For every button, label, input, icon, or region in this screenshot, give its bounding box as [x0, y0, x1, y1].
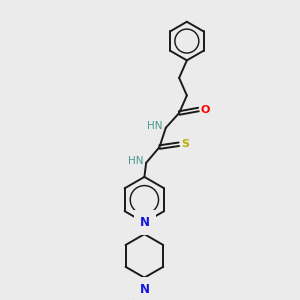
Text: N: N [140, 283, 150, 296]
Text: HN: HN [128, 157, 143, 166]
Text: N: N [140, 216, 150, 229]
Text: O: O [201, 104, 210, 115]
Text: S: S [181, 139, 189, 149]
Text: HN: HN [148, 122, 163, 131]
